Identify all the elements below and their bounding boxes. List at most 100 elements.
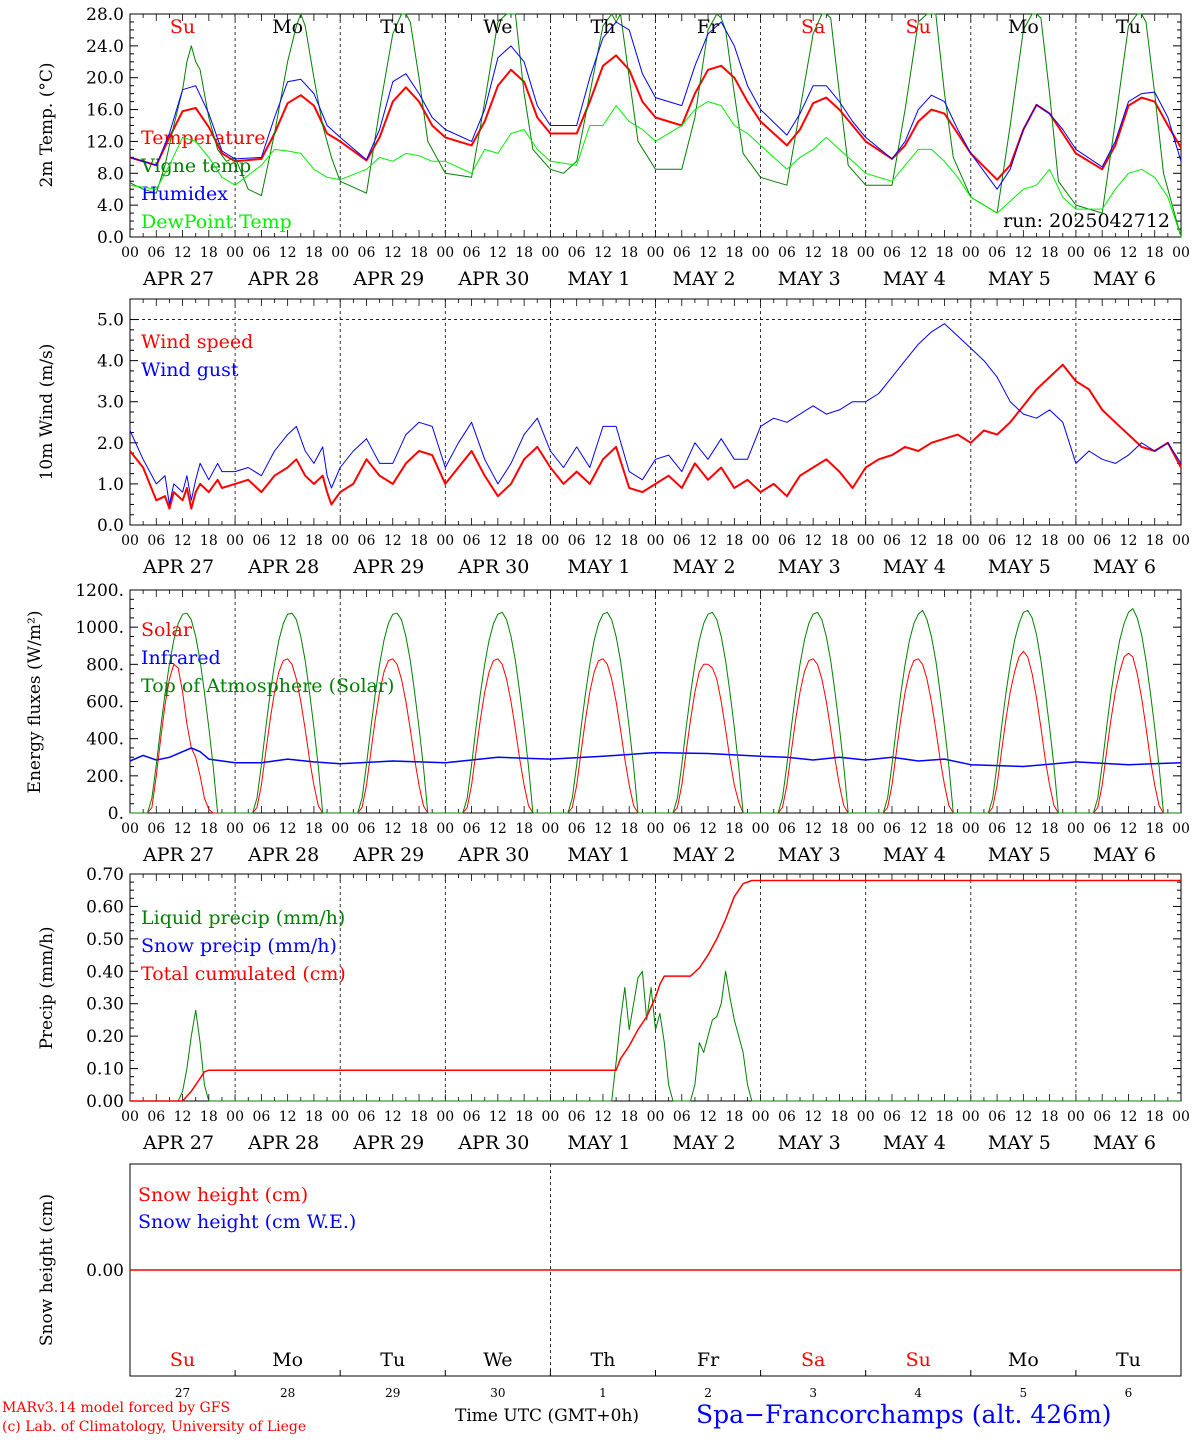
x-hour-label: 18 [936, 821, 954, 837]
x-date-label: APR 28 [247, 268, 319, 290]
legend-entry: Solar [141, 619, 193, 641]
x-hour-label: 12 [1014, 1109, 1032, 1125]
x-hour-label: 18 [936, 1109, 954, 1125]
series-line-1 [129, 54, 1182, 181]
x-hour-label: 18 [1041, 821, 1059, 837]
plot-frame [129, 589, 1182, 814]
x-hour-label: 00 [331, 245, 349, 261]
x-date-label: MAY 4 [883, 1132, 946, 1154]
y-tick-label: 0.50 [86, 930, 124, 950]
x-hour-label: 06 [1093, 1109, 1111, 1125]
x-date-label: APR 29 [352, 268, 424, 290]
weekday-label: Su [906, 1349, 931, 1371]
x-hour-label: 12 [489, 533, 507, 549]
x-date-label: MAY 6 [1093, 1132, 1156, 1154]
x-hour-label: 06 [463, 533, 481, 549]
weekday-label: Sa [801, 1349, 825, 1371]
y-tick-label: 20.0 [86, 69, 124, 89]
x-date-label: APR 27 [142, 1132, 214, 1154]
x-hour-label: 18 [725, 533, 743, 549]
x-date-label: APR 29 [352, 556, 424, 578]
y-tick-label: 2.0 [97, 434, 124, 454]
x-hour-label: 18 [620, 533, 638, 549]
weekday-label: Su [906, 16, 931, 38]
x-hour-label: 12 [1120, 245, 1138, 261]
y-tick-label: 0.0 [97, 516, 124, 536]
x-date-label: APR 28 [247, 556, 319, 578]
x-hour-label: 06 [883, 821, 901, 837]
x-hour-label: 12 [489, 245, 507, 261]
y-axis-label: Energy fluxes (W/m²) [25, 611, 45, 794]
x-hour-label: 00 [226, 245, 244, 261]
x-date-label: MAY 6 [1093, 268, 1156, 290]
meteogram: 0.04.08.012.016.020.024.028.02m Temp. (°… [25, 5, 1190, 1400]
x-hour-label: 18 [620, 1109, 638, 1125]
x-date-label: MAY 1 [567, 556, 630, 578]
x-hour-label: 18 [200, 533, 218, 549]
y-tick-label: 1000. [75, 618, 124, 638]
x-hour-label: 18 [1041, 1109, 1059, 1125]
x-hour-label: 12 [174, 1109, 192, 1125]
x-hour-label: 18 [831, 245, 849, 261]
series-line-2 [129, 13, 1182, 238]
x-hour-label: 06 [147, 1109, 165, 1125]
x-hour-label: 00 [857, 533, 875, 549]
x-hour-label: 00 [857, 821, 875, 837]
series-line-1 [130, 970, 1181, 1102]
x-hour-label: 18 [515, 821, 533, 837]
y-tick-label: 0.00 [86, 1092, 124, 1112]
x-hour-label: 06 [778, 245, 796, 261]
x-hour-label: 00 [331, 1109, 349, 1125]
x-hour-label: 18 [725, 821, 743, 837]
day-number: 4 [914, 1386, 922, 1400]
y-axis-label: 2m Temp. (°C) [37, 62, 57, 187]
panel-energy: 0. 200. 400. 600. 800. 1000. 1200. Energy fluxe… [25, 581, 1190, 866]
x-hour-label: 12 [384, 533, 402, 549]
y-tick-label: 3.0 [97, 393, 124, 413]
x-hour-label: 12 [909, 533, 927, 549]
station-label: Spa−Francorchamps (alt. 426m) [696, 1400, 1112, 1429]
x-hour-label: 18 [831, 821, 849, 837]
x-hour-label: 18 [1041, 533, 1059, 549]
x-hour-label: 00 [962, 821, 980, 837]
x-date-label: APR 30 [457, 844, 529, 866]
x-hour-label: 12 [279, 821, 297, 837]
y-axis-label: Snow height (cm) [37, 1194, 57, 1346]
y-tick-label: 0. [108, 804, 124, 824]
x-hour-label: 18 [725, 245, 743, 261]
x-hour-label: 06 [147, 245, 165, 261]
x-hour-label: 00 [647, 821, 665, 837]
x-hour-label: 06 [988, 245, 1006, 261]
x-hour-label: 18 [936, 245, 954, 261]
series-line-3 [130, 879, 1181, 1102]
legend-entry: Infrared [141, 647, 221, 669]
x-hour-label: 12 [699, 821, 717, 837]
x-hour-label: 12 [804, 821, 822, 837]
x-hour-label: 06 [1093, 533, 1111, 549]
x-hour-label: 12 [909, 245, 927, 261]
x-hour-label: 12 [489, 1109, 507, 1125]
weekday-label: Fr [697, 1349, 720, 1371]
x-hour-label: 12 [699, 533, 717, 549]
x-hour-label: 18 [1041, 245, 1059, 261]
x-hour-label: 12 [594, 1109, 612, 1125]
x-hour-label: 18 [515, 245, 533, 261]
x-hour-label: 06 [358, 1109, 376, 1125]
x-hour-label: 06 [252, 1109, 270, 1125]
y-tick-label: 4.0 [97, 196, 124, 216]
x-hour-label: 12 [1014, 533, 1032, 549]
x-hour-label: 18 [725, 1109, 743, 1125]
x-hour-label: 12 [804, 533, 822, 549]
x-hour-label: 18 [200, 245, 218, 261]
weekday-label: Su [170, 16, 195, 38]
y-axis-label: 10m Wind (m/s) [37, 344, 57, 481]
legend-entry: Top of Atmosphere (Solar) [141, 675, 394, 697]
x-hour-label: 00 [752, 821, 770, 837]
panel-wind: 0.0 1.0 2.0 3.0 4.0 5.0 10m Wind (m/s) 00 06 12 18… [37, 298, 1190, 578]
x-hour-label: 06 [673, 821, 691, 837]
legend-entry: Vigne temp [140, 155, 251, 177]
x-hour-label: 00 [1172, 1109, 1190, 1125]
y-tick-label: 0.20 [86, 1027, 124, 1047]
day-number: 3 [809, 1386, 817, 1400]
y-tick-label: 800. [86, 655, 124, 675]
